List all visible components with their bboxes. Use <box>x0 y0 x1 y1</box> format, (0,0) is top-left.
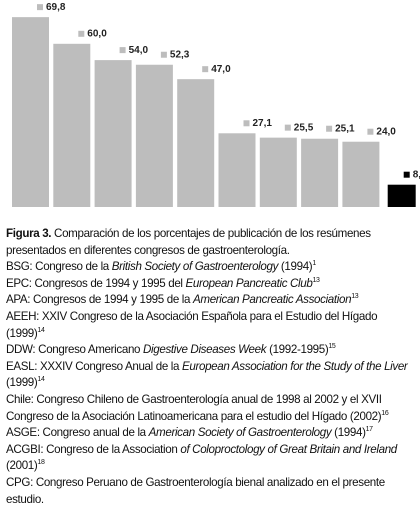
entry-prefix: BSG: Congreso de la <box>6 260 112 274</box>
entry-prefix: EASL: XXXIV Congreso Anual de la <box>6 359 182 373</box>
label-marker <box>37 4 43 11</box>
caption-entry: ACGBI: Congreso de la Association of Col… <box>6 442 416 475</box>
entry-prefix: EPC: Congresos de 1994 y 1995 del <box>6 276 186 290</box>
value-label: 69,8 <box>46 2 66 13</box>
entry-italic: American Society of Gastroenterology <box>148 426 332 440</box>
entry-italic: European Pancreatic Club <box>185 276 313 290</box>
bar <box>135 64 173 207</box>
bar <box>259 137 297 207</box>
entry-suffix: (1994) <box>278 260 313 274</box>
label-marker <box>119 47 126 54</box>
entry-sup: 14 <box>37 376 45 384</box>
label-marker <box>202 66 209 73</box>
entry-prefix: Chile: Congreso Chileno de Gastroenterol… <box>6 392 382 423</box>
entry-italic: Digestive Diseases Week <box>143 343 267 357</box>
label-marker <box>78 30 85 37</box>
entry-sup: 13 <box>312 276 320 284</box>
caption-text: Comparación de los porcentajes de public… <box>6 227 371 257</box>
value-label: 24,0 <box>376 126 396 137</box>
caption-entry: EPC: Congresos de 1994 y 1995 del Europe… <box>6 276 416 293</box>
caption-entry: DDW: Congreso Americano Digestive Diseas… <box>6 342 416 359</box>
label-marker <box>160 51 167 58</box>
entry-sup: 15 <box>328 343 336 351</box>
entry-sup: 18 <box>37 459 45 467</box>
caption-entry: CPG: Congreso Peruano de Gastroenterolog… <box>6 475 416 508</box>
bar <box>342 141 380 207</box>
chart: 69,8 60,0 54,0 52,3 47,0 27,1 25,5 25,1 24,0 8,2 <box>12 2 420 208</box>
bar <box>387 184 416 207</box>
value-label: 8,2 <box>413 169 420 180</box>
entry-sup: 17 <box>365 426 373 434</box>
entry-suffix: (1992-1995) <box>266 343 329 357</box>
entry-sup: 14 <box>37 326 45 334</box>
caption: Figura 3. Comparación de los porcentajes… <box>6 226 416 508</box>
bar <box>94 60 132 208</box>
label-marker <box>367 128 374 135</box>
value-label: 52,3 <box>170 49 190 60</box>
bar <box>218 133 256 207</box>
entry-prefix: CPG: Congreso Peruano de Gastroenterolog… <box>6 475 385 506</box>
entry-suffix: (2001) <box>6 459 38 473</box>
entry-prefix: APA: Congresos de 1994 y 1995 de la <box>6 293 193 307</box>
bar <box>53 43 91 207</box>
entry-sup: 16 <box>381 409 389 417</box>
caption-entry: BSG: Congreso de la British Society of G… <box>6 259 416 276</box>
entry-sup: 13 <box>351 293 359 301</box>
value-label: 25,5 <box>294 122 314 133</box>
caption-entry: APA: Congresos de 1994 y 1995 de la Amer… <box>6 292 416 309</box>
entry-sup: 1 <box>312 260 316 268</box>
entry-italic: British Society of Gastroenterology <box>111 260 279 274</box>
caption-entry: EASL: XXXIV Congreso Anual de la Europea… <box>6 359 416 392</box>
entry-prefix: AEEH: XXIV Congreso de la Asociación Esp… <box>6 309 378 340</box>
entry-prefix: ACGBI: Congreso de la Association <box>6 442 181 456</box>
value-label: 54,0 <box>129 45 149 56</box>
caption-entry: Chile: Congreso Chileno de Gastroenterol… <box>6 392 416 425</box>
value-label: 60,0 <box>87 28 107 39</box>
entry-italic: American Pancreatic Association <box>193 293 352 307</box>
label-marker <box>326 125 333 132</box>
label-marker <box>243 120 250 127</box>
caption-entry: AEEH: XXIV Congreso de la Asociación Esp… <box>6 309 416 342</box>
bar <box>12 17 49 208</box>
entry-italic: of Coloproctology of Great Britain and I… <box>180 442 397 456</box>
entry-prefix: ASGE: Congreso anual de la <box>6 426 149 440</box>
value-label: 25,1 <box>335 123 355 134</box>
entry-suffix: (1999) <box>6 376 38 390</box>
caption-entry: ASGE: Congreso anual de la American Soci… <box>6 425 416 442</box>
caption-intro: Figura 3. Comparación de los porcentajes… <box>6 226 416 259</box>
entry-prefix: DDW: Congreso Americano <box>6 343 144 357</box>
label-marker <box>403 171 410 178</box>
bar <box>301 138 339 207</box>
entry-italic: European Association for the Study of th… <box>182 359 408 373</box>
caption-label: Figura 3. <box>6 227 52 240</box>
entry-suffix: (1994) <box>331 426 366 440</box>
label-marker <box>284 124 291 131</box>
value-label: 27,1 <box>253 118 273 129</box>
value-label: 47,0 <box>211 64 231 75</box>
bar <box>177 79 215 207</box>
